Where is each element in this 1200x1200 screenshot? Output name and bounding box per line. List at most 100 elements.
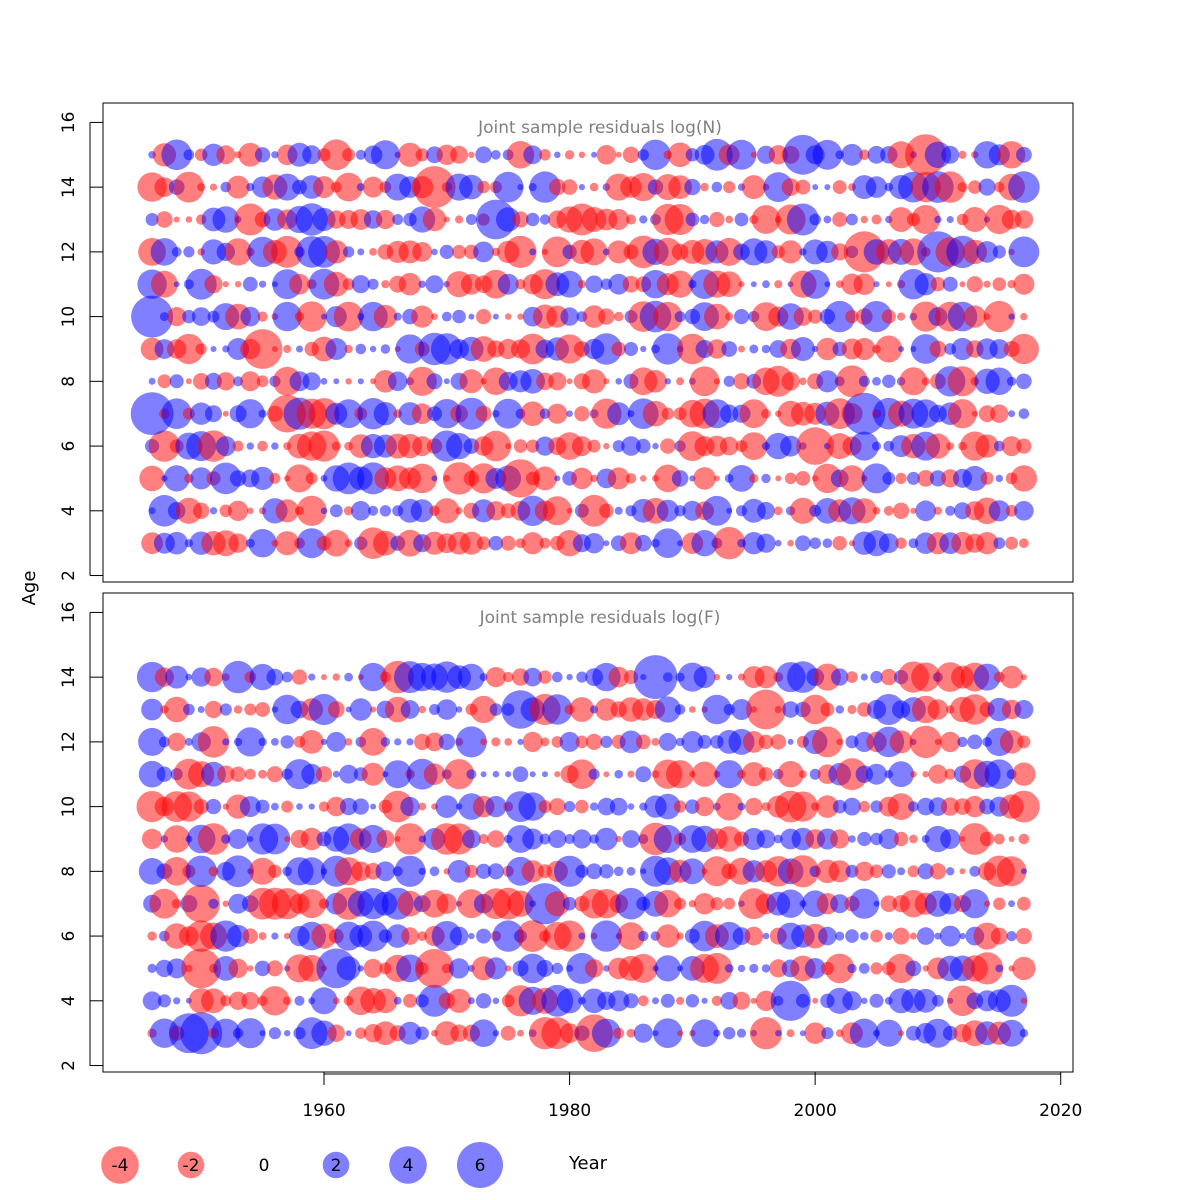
residual-bubble xyxy=(500,1025,516,1041)
panel-log-n-y-axis: 2 4 6 8 10 12 14 16 xyxy=(59,112,103,581)
residual-bubble xyxy=(885,281,892,288)
residual-bubble xyxy=(713,527,746,560)
residual-bubble xyxy=(621,436,641,456)
residual-bubble xyxy=(355,343,367,355)
residual-bubble xyxy=(715,792,744,821)
residual-bubble xyxy=(628,953,658,983)
residual-bubble xyxy=(615,835,622,843)
residual-bubble xyxy=(395,334,425,364)
residual-bubble xyxy=(713,378,721,385)
residual-bubble xyxy=(640,139,671,170)
residual-bubble xyxy=(539,833,551,845)
residual-bubble xyxy=(403,993,417,1008)
residual-bubble xyxy=(406,738,414,746)
residual-bubble xyxy=(770,734,787,750)
residual-bubble xyxy=(369,345,377,353)
residual-bubble xyxy=(407,463,438,494)
residual-bubble xyxy=(470,695,498,724)
residual-bubble xyxy=(984,900,991,907)
residual-bubble xyxy=(809,213,821,226)
residual-bubble xyxy=(860,215,868,224)
residual-bubble xyxy=(504,313,512,320)
residual-bubble xyxy=(906,471,920,485)
residual-bubble xyxy=(446,433,473,460)
residual-bubble xyxy=(916,927,935,945)
residual-bubble xyxy=(163,825,191,853)
residual-bubble xyxy=(690,1019,719,1048)
residual-bubble xyxy=(247,965,254,972)
residual-bubble xyxy=(362,176,384,198)
residual-bubble xyxy=(222,410,229,417)
residual-bubble xyxy=(895,537,907,549)
residual-bubble xyxy=(681,731,704,753)
residual-bubble xyxy=(434,498,460,524)
residual-bubble xyxy=(749,344,759,354)
residual-bubble xyxy=(284,836,291,842)
residual-bubble xyxy=(869,864,884,879)
residual-bubble xyxy=(704,303,730,330)
residual-bubble xyxy=(342,246,355,258)
residual-bubble xyxy=(590,474,598,483)
residual-bubble xyxy=(995,964,1004,973)
residual-bubble xyxy=(713,475,720,482)
residual-bubble xyxy=(870,929,883,943)
residual-bubble xyxy=(726,139,757,170)
residual-bubble xyxy=(1012,956,1036,981)
residual-bubble xyxy=(734,212,749,227)
legend-bubble xyxy=(389,1146,427,1184)
residual-bubble xyxy=(816,370,839,393)
x-tick-label: 2000 xyxy=(794,1101,837,1121)
residual-bubble xyxy=(235,399,265,429)
residual-bubble xyxy=(608,666,629,688)
residual-bubble xyxy=(911,662,941,692)
y-tick-label: 2 xyxy=(59,1060,79,1071)
residual-bubble xyxy=(741,175,766,200)
residual-bubble xyxy=(832,799,847,814)
residual-bubble xyxy=(393,996,402,1005)
residual-bubble xyxy=(173,171,205,203)
residual-bubble xyxy=(321,674,327,681)
residual-bubble xyxy=(731,699,752,720)
residual-bubble xyxy=(699,214,710,225)
residual-bubble xyxy=(468,313,475,320)
residual-bubble xyxy=(308,693,340,726)
residual-bubble xyxy=(875,335,903,363)
residual-bubble xyxy=(345,378,352,385)
residual-bubble xyxy=(302,372,321,391)
residual-bubble xyxy=(1019,538,1029,549)
residual-bubble xyxy=(182,884,220,923)
residual-bubble xyxy=(529,171,561,203)
residual-bubble xyxy=(344,539,353,548)
residual-bubble xyxy=(832,536,847,551)
residual-bubble xyxy=(959,868,966,875)
residual-bubble xyxy=(784,472,797,485)
residual-bubble xyxy=(438,733,455,751)
residual-bubble xyxy=(756,829,776,849)
residual-bubble xyxy=(394,738,402,746)
residual-bubble xyxy=(831,668,849,686)
residual-bubble xyxy=(572,829,592,849)
residual-bubble xyxy=(990,404,1009,423)
residual-bubble xyxy=(640,475,647,482)
residual-bubble xyxy=(468,151,475,158)
residual-bubble xyxy=(586,863,602,880)
residual-bubble xyxy=(1018,408,1030,420)
residual-bubble xyxy=(249,857,277,885)
residual-bubble xyxy=(781,178,800,197)
legend-label: -4 xyxy=(112,1156,129,1176)
residual-bubble xyxy=(559,1023,580,1044)
panel-log-n-title: Joint sample residuals log(N) xyxy=(477,118,722,138)
residual-bubble xyxy=(475,405,492,422)
residual-bubble xyxy=(1017,735,1031,749)
residual-bubble xyxy=(251,466,275,490)
residual-bubble xyxy=(452,244,467,259)
residual-bubble xyxy=(800,694,830,725)
residual-bubble xyxy=(238,142,263,167)
residual-bubble xyxy=(929,340,947,358)
residual-bubble xyxy=(488,535,504,551)
residual-bubble xyxy=(664,378,671,385)
residual-bubble xyxy=(492,171,524,203)
residual-bubble xyxy=(945,505,956,516)
residual-bubble xyxy=(228,533,248,553)
residual-bubble xyxy=(369,248,377,256)
